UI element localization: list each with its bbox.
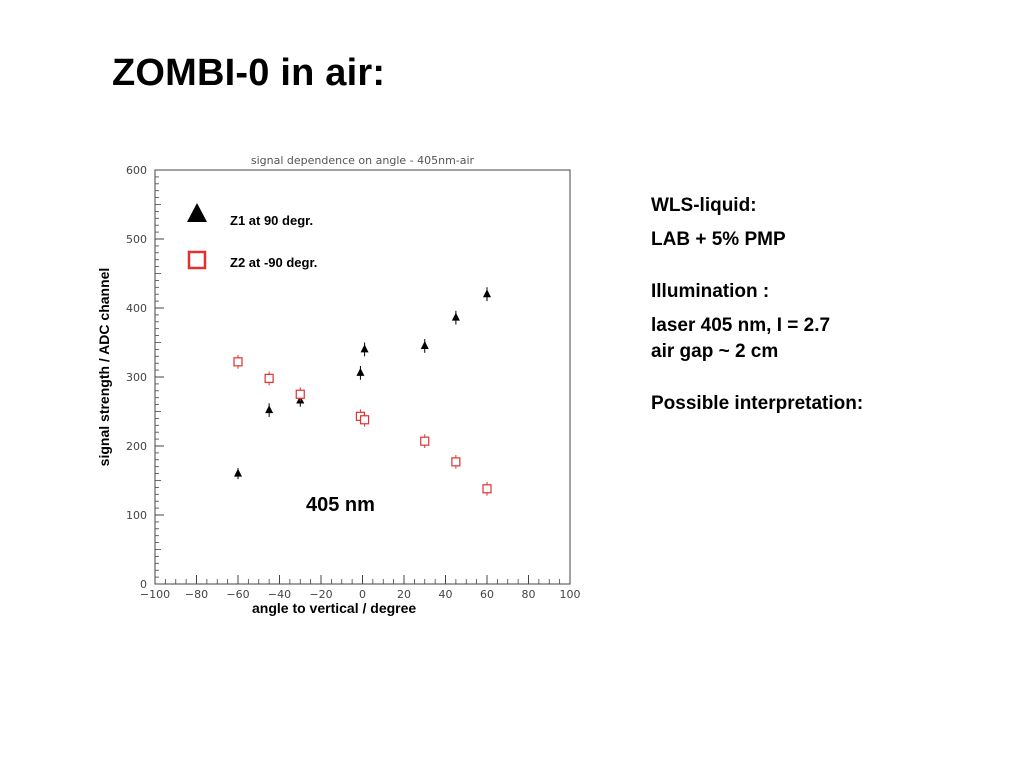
data-point-z1 [451, 312, 460, 321]
x-tick-label: −60 [226, 588, 249, 601]
legend-marker-z1 [187, 203, 207, 222]
chart-title: signal dependence on angle - 405nm-air [251, 154, 475, 167]
x-tick-label: 100 [560, 588, 581, 601]
info-illumination-heading: Illumination : [651, 281, 770, 302]
data-point-z2 [264, 373, 274, 383]
data-point-z2 [451, 457, 461, 467]
slide-title: ZOMBI-0 in air: [112, 52, 386, 94]
x-axis-label: angle to vertical / degree [252, 600, 417, 616]
data-point-z2 [420, 436, 430, 446]
y-tick-label: 200 [126, 440, 147, 453]
x-tick-label: 20 [397, 588, 411, 601]
wavelength-annotation: 405 nm [306, 494, 375, 516]
info-panel: WLS-liquid: LAB + 5% PMP Illumination : … [651, 193, 981, 417]
legend-marker-z2 [187, 250, 207, 270]
legend-label-z2: Z2 at -90 degr. [230, 255, 318, 270]
data-point-z1 [360, 344, 369, 353]
data-point-z1 [356, 367, 365, 376]
info-airgap-value: air gap ~ 2 cm [651, 341, 779, 362]
x-tick-label: 60 [480, 588, 494, 601]
y-axis-label: signal strength / ADC channel [96, 267, 112, 467]
data-point-z2 [359, 415, 370, 425]
x-tick-label: −100 [140, 588, 170, 601]
y-tick-label: 100 [126, 509, 147, 522]
info-wls-heading: WLS-liquid: [651, 195, 757, 216]
info-wls-value: LAB + 5% PMP [651, 229, 786, 250]
x-tick-label: −20 [309, 588, 332, 601]
y-tick-label: 0 [140, 578, 147, 591]
info-interpretation-heading: Possible interpretation: [651, 393, 864, 414]
x-tick-label: 40 [439, 588, 453, 601]
x-tick-label: 80 [522, 588, 536, 601]
plot-frame [154, 169, 571, 585]
data-point-z1 [420, 340, 429, 349]
y-tick-label: 600 [126, 164, 147, 177]
data-point-z2 [482, 484, 492, 494]
y-tick-label: 300 [126, 371, 147, 384]
x-tick-label: 0 [359, 588, 366, 601]
data-point-z1 [483, 289, 491, 298]
data-point-z2 [233, 357, 243, 367]
data-point-z2 [295, 389, 305, 399]
legend-label-z1: Z1 at 90 degr. [230, 213, 314, 228]
data-point-z1 [265, 405, 274, 414]
data-point-z1 [234, 468, 242, 477]
info-laser-value: laser 405 nm, I = 2.7 [651, 315, 831, 336]
y-tick-label: 500 [126, 233, 147, 246]
y-tick-label: 400 [126, 302, 147, 315]
x-tick-label: −40 [268, 588, 291, 601]
x-tick-label: −80 [185, 588, 208, 601]
